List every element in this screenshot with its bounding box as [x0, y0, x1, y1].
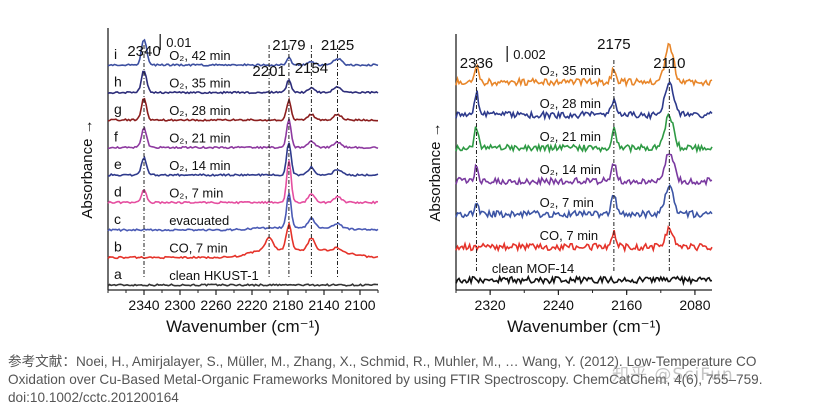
peak-marker-label: 2179 — [272, 37, 305, 54]
trace-label: evacuated — [169, 213, 229, 228]
x-tick-label: 2320 — [475, 297, 506, 313]
trace-e — [107, 142, 379, 177]
trace-letter: c — [114, 211, 121, 227]
trace-label: O₂, 14 min — [169, 158, 230, 173]
peak-marker-label: 2201 — [252, 63, 285, 80]
trace-label: O₂, 42 min — [169, 48, 230, 63]
trace-label: O₂, 35 min — [540, 63, 601, 78]
x-tick-label: 2080 — [679, 297, 710, 313]
x-axis-label: Wavenumber (cm⁻¹) — [166, 317, 320, 336]
x-axis-label: Wavenumber (cm⁻¹) — [507, 317, 661, 336]
trace-label: O₂, 35 min — [169, 76, 230, 91]
trace-label: O₂, 21 min — [540, 129, 601, 144]
peak-marker-label: 2175 — [597, 36, 630, 53]
trace-s6 — [455, 42, 713, 88]
trace-h — [107, 70, 379, 95]
x-tick-label: 2260 — [200, 297, 231, 313]
peak-marker-label: 2125 — [321, 37, 354, 54]
reference-caption: 参考文献：Noei, H., Amirjalayer, S., Müller, … — [8, 354, 763, 405]
trace-label: O₂, 28 min — [540, 96, 601, 111]
y-axis-label: Absorbance → — [79, 119, 96, 218]
x-tick-label: 2160 — [611, 297, 642, 313]
trace-c — [107, 192, 379, 232]
trace-label: O₂, 14 min — [540, 162, 601, 177]
trace-letter: f — [114, 129, 118, 145]
peak-marker-label: 2340 — [127, 43, 160, 60]
trace-s3 — [455, 153, 713, 187]
trace-letter: b — [114, 239, 122, 255]
trace-g — [107, 96, 378, 122]
peak-marker-label: 2154 — [295, 60, 328, 77]
scale-bar-label: 0.002 — [513, 47, 546, 62]
x-tick-label: 2180 — [272, 297, 303, 313]
trace-i — [107, 38, 379, 67]
x-tick-label: 2140 — [308, 297, 339, 313]
trace-label: clean HKUST-1 — [169, 268, 259, 283]
trace-letter: i — [114, 46, 117, 62]
trace-label: O₂, 28 min — [169, 103, 230, 118]
trace-label: CO, 7 min — [540, 228, 599, 243]
trace-label: O₂, 7 min — [540, 195, 594, 210]
y-axis-label: Absorbance → — [427, 122, 444, 221]
trace-label: O₂, 21 min — [169, 131, 230, 146]
trace-letter: e — [114, 156, 122, 172]
trace-f — [107, 118, 379, 150]
trace-a — [107, 283, 379, 287]
trace-letter: a — [114, 266, 122, 282]
trace-s0 — [455, 274, 713, 287]
trace-letter: g — [114, 101, 122, 117]
trace-label: O₂, 7 min — [169, 186, 223, 201]
trace-letter: h — [114, 74, 122, 90]
peak-marker-label: 2110 — [653, 55, 685, 72]
trace-label: CO, 7 min — [169, 241, 228, 256]
trace-b — [107, 220, 379, 260]
x-tick-label: 2100 — [344, 297, 375, 313]
x-tick-label: 2300 — [164, 297, 195, 313]
trace-letter: d — [114, 184, 122, 200]
trace-d — [107, 160, 379, 205]
peak-marker-label: 2336 — [460, 55, 493, 72]
trace-label: clean MOF-14 — [492, 261, 574, 276]
x-tick-label: 2340 — [128, 297, 159, 313]
figure-canvas: 2340 2300 2260 2220 2180 2140 2100 Wavenumber (… — [79, 28, 713, 336]
x-tick-label: 2240 — [543, 297, 574, 313]
x-tick-label: 2220 — [236, 297, 267, 313]
watermark: 知乎 @SciFun — [612, 365, 734, 385]
trace-s5 — [455, 80, 713, 122]
scale-bar-label: 0.01 — [166, 35, 191, 50]
